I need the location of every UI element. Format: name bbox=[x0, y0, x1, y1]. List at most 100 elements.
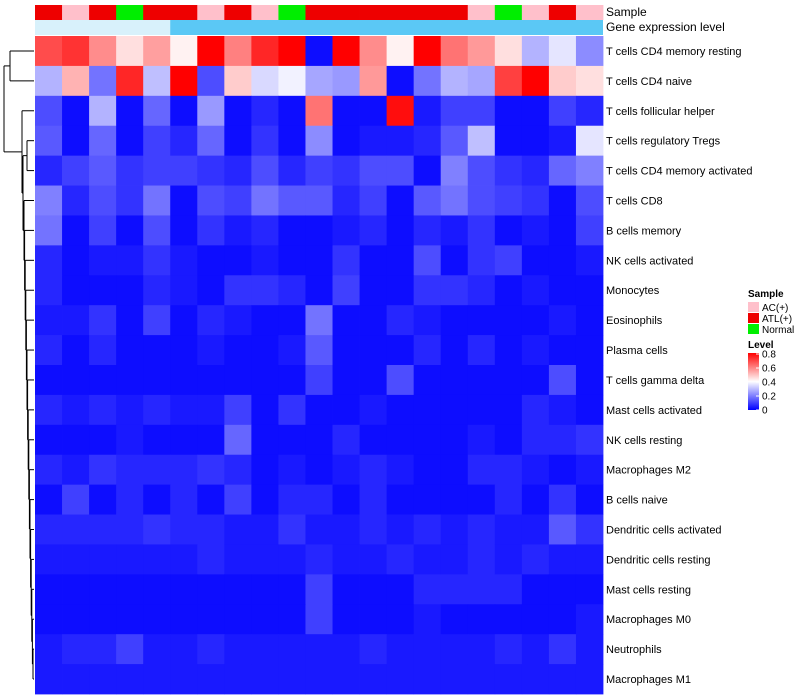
heatmap-cell bbox=[35, 185, 63, 216]
heatmap-cell bbox=[494, 454, 523, 486]
heatmap-cell bbox=[467, 634, 496, 665]
heatmap-cell bbox=[386, 125, 415, 157]
heatmap-cell bbox=[413, 454, 442, 486]
heatmap-cell bbox=[386, 335, 415, 366]
heatmap-cell bbox=[116, 424, 144, 456]
heatmap-cell bbox=[35, 155, 63, 186]
heatmap-cell bbox=[305, 544, 333, 575]
heatmap-cell bbox=[359, 275, 388, 306]
heatmap-cell bbox=[62, 305, 90, 336]
heatmap-cell bbox=[224, 484, 252, 515]
heatmap-cell bbox=[494, 155, 523, 186]
heatmap-cell bbox=[575, 275, 604, 306]
heatmap-cell bbox=[386, 185, 415, 216]
heatmap-cell bbox=[170, 664, 198, 695]
heatmap-cell bbox=[332, 215, 360, 246]
heatmap-cell bbox=[89, 36, 117, 67]
gene-level-annotation-light-segment bbox=[35, 20, 171, 35]
heatmap-cell bbox=[359, 36, 388, 67]
heatmap-cell bbox=[467, 155, 496, 186]
heatmap-cell bbox=[332, 155, 360, 186]
heatmap-cell bbox=[197, 275, 225, 306]
legend-level-tick-label: 0.2 bbox=[762, 392, 776, 403]
heatmap-cell bbox=[413, 185, 442, 216]
heatmap-cell bbox=[548, 664, 577, 695]
heatmap-cell bbox=[116, 155, 144, 186]
heatmap-cell bbox=[278, 544, 306, 575]
heatmap-cell bbox=[359, 424, 388, 456]
row-label: Eosinophils bbox=[606, 315, 663, 327]
heatmap-cell bbox=[62, 65, 90, 97]
heatmap-cell bbox=[359, 544, 388, 575]
heatmap-cell bbox=[305, 365, 333, 396]
heatmap-cell bbox=[143, 634, 171, 665]
heatmap-cell bbox=[143, 484, 171, 515]
heatmap-cell bbox=[224, 544, 252, 575]
heatmap-cell bbox=[305, 185, 333, 216]
row-label: Mast cells resting bbox=[606, 584, 691, 596]
heatmap-cell bbox=[359, 335, 388, 366]
heatmap-cell bbox=[278, 155, 306, 186]
heatmap-cell bbox=[467, 604, 496, 635]
sample-annotation-cell bbox=[305, 5, 333, 20]
heatmap-cell bbox=[143, 365, 171, 396]
heatmap-cell bbox=[467, 335, 496, 366]
heatmap-cell bbox=[305, 245, 333, 276]
heatmap-cell bbox=[62, 514, 90, 545]
heatmap-cell bbox=[197, 574, 225, 605]
row-label: B cells memory bbox=[606, 225, 682, 237]
heatmap-cell bbox=[197, 634, 225, 665]
heatmap-cell bbox=[467, 275, 496, 306]
heatmap-cell bbox=[413, 484, 442, 515]
heatmap-cell bbox=[224, 215, 252, 246]
row-label: T cells CD8 bbox=[606, 196, 663, 208]
heatmap-cell bbox=[305, 604, 333, 635]
heatmap-cell bbox=[548, 185, 577, 216]
heatmap-cell bbox=[494, 664, 523, 695]
heatmap-cell bbox=[143, 125, 171, 157]
heatmap-cell bbox=[35, 365, 63, 396]
heatmap-cell bbox=[305, 514, 333, 545]
heatmap-cell bbox=[332, 604, 360, 635]
heatmap-cell bbox=[197, 664, 225, 695]
heatmap-cell bbox=[143, 245, 171, 276]
sample-annotation-cell bbox=[386, 5, 415, 20]
heatmap-cell bbox=[467, 215, 496, 246]
heatmap-cell bbox=[359, 604, 388, 635]
row-label: Plasma cells bbox=[606, 345, 668, 357]
heatmap-cell bbox=[62, 95, 90, 127]
heatmap-cell bbox=[575, 664, 604, 695]
heatmap-cell bbox=[224, 95, 252, 127]
sample-annotation-cell bbox=[278, 5, 306, 20]
heatmap-cell bbox=[332, 394, 360, 426]
heatmap-cell bbox=[521, 95, 550, 127]
heatmap-cell bbox=[251, 604, 279, 635]
heatmap-cell bbox=[251, 544, 279, 575]
sample-annotation-cell bbox=[89, 5, 117, 20]
sample-annotation-cell bbox=[332, 5, 360, 20]
heatmap-cell bbox=[521, 305, 550, 336]
heatmap-cell bbox=[467, 365, 496, 396]
heatmap-cell bbox=[494, 424, 523, 456]
heatmap-cell bbox=[62, 424, 90, 456]
heatmap-cell bbox=[35, 215, 63, 246]
legend-sample-label: ATL(+) bbox=[762, 314, 792, 325]
heatmap-cell bbox=[62, 484, 90, 515]
heatmap-cell bbox=[575, 454, 604, 486]
heatmap-cell bbox=[467, 574, 496, 605]
heatmap-cell bbox=[278, 275, 306, 306]
row-label: B cells naive bbox=[606, 495, 668, 507]
heatmap-cell bbox=[305, 424, 333, 456]
heatmap-cell bbox=[251, 215, 279, 246]
heatmap-cell bbox=[197, 155, 225, 186]
heatmap-cell bbox=[251, 95, 279, 127]
heatmap-cell bbox=[278, 65, 306, 97]
heatmap-cell bbox=[521, 394, 550, 426]
heatmap-cell bbox=[494, 394, 523, 426]
heatmap-cell bbox=[305, 125, 333, 157]
legend-sample-entries: AC(+)ATL(+)Normal bbox=[748, 302, 794, 336]
heatmap-cell bbox=[548, 424, 577, 456]
heatmap-cell bbox=[548, 484, 577, 515]
heatmap-cell bbox=[35, 394, 63, 426]
heatmap-cell bbox=[386, 574, 415, 605]
